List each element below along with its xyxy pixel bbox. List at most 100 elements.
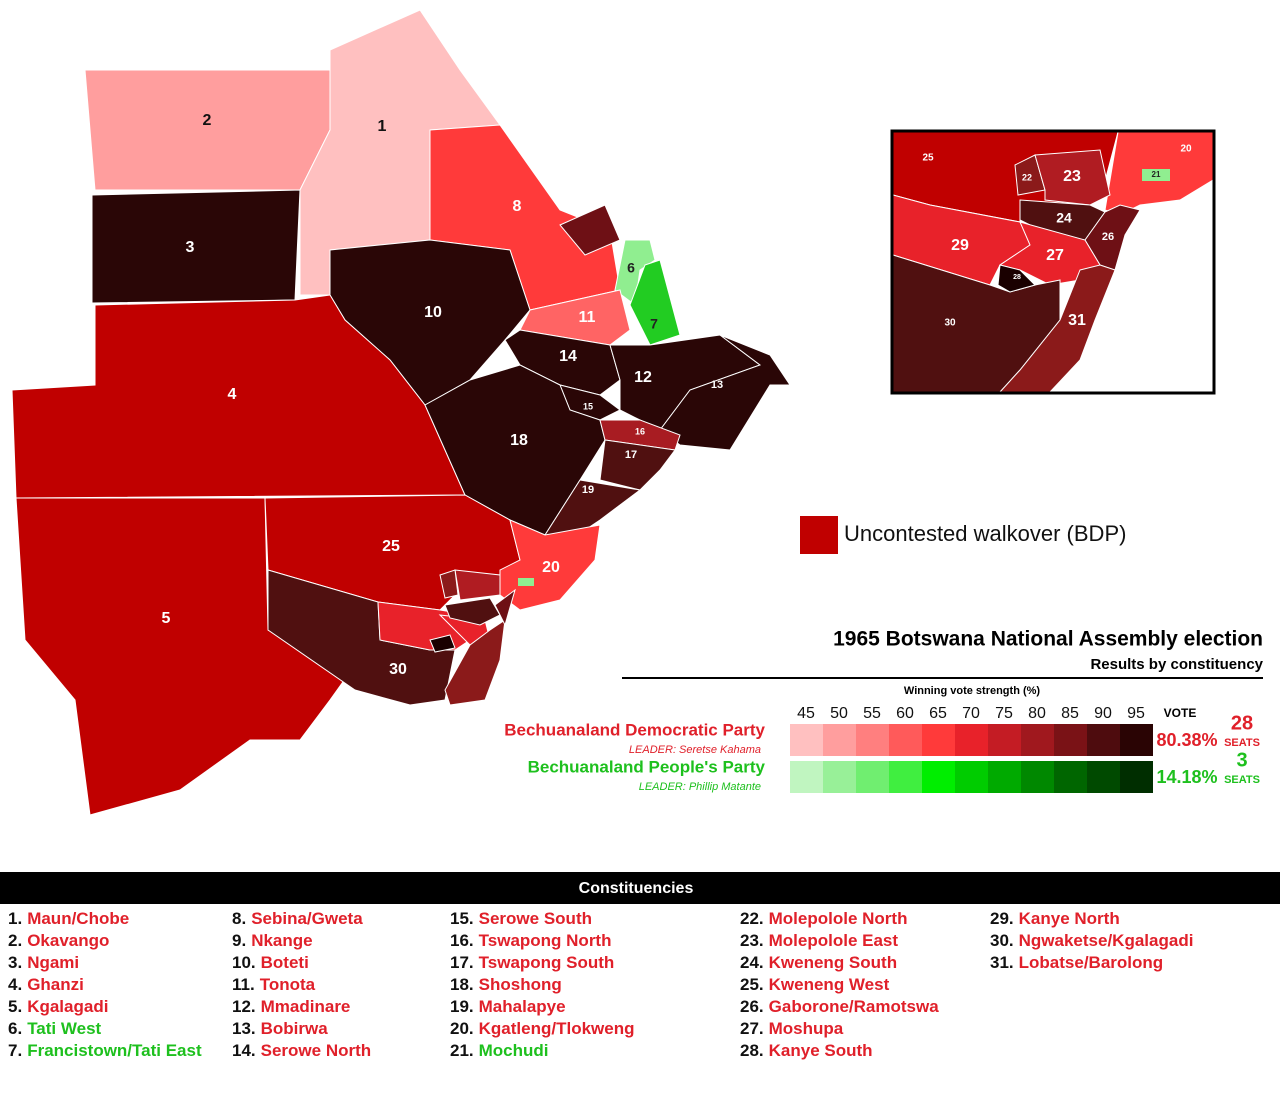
region-label: 24 [1056, 210, 1072, 226]
constituency-entry: 22. Molepolole North [740, 909, 907, 928]
title: 1965 Botswana National Assembly election [833, 628, 1263, 651]
constituency-name: Tonota [260, 975, 316, 994]
inset-frame [890, 129, 1216, 395]
scale-swatch [1054, 724, 1087, 756]
constituency-name: Serowe South [479, 909, 592, 928]
constituency-list: 1. Maun/Chobe 2. Okavango 3. Ngami 4. Ghanzi 5. K… [8, 909, 1193, 1060]
constituency-name: Kweneng West [769, 975, 890, 994]
region-label: 14 [559, 348, 577, 365]
constituency-name: Ngami [27, 953, 79, 972]
party-leader: LEADER: Seretse Kahama [629, 744, 761, 756]
constituency-name: Ghanzi [27, 975, 84, 994]
constituency-number: 23. [740, 931, 764, 950]
region [519, 289, 631, 346]
constituency-number: 25. [740, 975, 764, 994]
region-label: 10 [424, 304, 442, 321]
region [518, 578, 534, 586]
constituency-name: Serowe North [261, 1041, 372, 1060]
constituency-name: Kgalagadi [27, 997, 108, 1016]
constituency-number: 29. [990, 909, 1014, 928]
scale-label: Winning vote strength (%) [904, 685, 1041, 697]
scale-swatch [1120, 761, 1153, 793]
constituency-name: Sebina/Gweta [251, 909, 363, 928]
constituency-number: 5. [8, 997, 22, 1016]
constituency-entry: 3. Ngami [8, 953, 79, 972]
region-label: 2 [203, 112, 212, 129]
scale-swatch [823, 761, 856, 793]
scale-tick: 50 [830, 705, 848, 722]
region-label: 21 [1152, 170, 1161, 179]
region-label: 29 [951, 237, 969, 254]
constituency-entry: 24. Kweneng South [740, 953, 897, 972]
constituency-name: Nkange [251, 931, 312, 950]
region [439, 569, 459, 599]
constituency-number: 7. [8, 1041, 22, 1060]
constituency-entry: 29. Kanye North [990, 909, 1120, 928]
constituency-number: 21. [450, 1041, 474, 1060]
region-label: 18 [510, 432, 528, 449]
walkover-swatch [800, 516, 838, 554]
constituency-name: Kweneng South [769, 953, 897, 972]
constituency-name: Kanye South [769, 1041, 873, 1060]
region-label: 12 [634, 369, 652, 386]
constituency-entry: 14. Serowe North [232, 1041, 371, 1060]
region-label: 4 [228, 386, 237, 403]
constituency-number: 22. [740, 909, 764, 928]
seats-label: SEATS [1224, 737, 1260, 749]
constituency-entry: 1. Maun/Chobe [8, 909, 129, 928]
region-label: 25 [922, 153, 934, 164]
region-label: 11 [579, 309, 596, 326]
scale-tick: 70 [962, 705, 980, 722]
region [429, 634, 456, 653]
region-label: 30 [389, 661, 407, 678]
scale-swatch [1054, 761, 1087, 793]
region [499, 519, 601, 611]
region-label: 16 [635, 426, 645, 436]
constituency-name: Francistown/Tati East [27, 1041, 202, 1060]
constituency-number: 6. [8, 1019, 22, 1038]
scale-tick: 95 [1127, 705, 1145, 722]
region-label: 27 [1046, 247, 1064, 264]
scale-swatch [1087, 724, 1120, 756]
constituency-number: 12. [232, 997, 256, 1016]
constituency-number: 31. [990, 953, 1014, 972]
constituency-entry: 17. Tswapong South [450, 953, 614, 972]
region [559, 204, 621, 256]
inset-map: 25 20 21 22 23 24 26 29 27 28 30 31 [892, 131, 1214, 393]
list-header-bar [0, 872, 1280, 904]
constituency-number: 10. [232, 953, 256, 972]
constituency-entry: 12. Mmadinare [232, 997, 350, 1016]
region [444, 618, 506, 706]
constituency-number: 2. [8, 931, 22, 950]
seats-label: SEATS [1224, 774, 1260, 786]
region [599, 439, 676, 491]
party-seats: 28 [1231, 712, 1253, 734]
scale-swatch [1021, 724, 1054, 756]
constituency-number: 30. [990, 931, 1014, 950]
constituency-number: 16. [450, 931, 474, 950]
constituency-number: 24. [740, 953, 764, 972]
scale-swatch [1120, 724, 1153, 756]
scale-tick: 90 [1094, 705, 1112, 722]
region-label: 5 [162, 610, 171, 627]
scale-swatch [856, 761, 889, 793]
constituency-entry: 23. Molepolole East [740, 931, 898, 950]
constituency-name: Bobirwa [261, 1019, 329, 1038]
constituency-entry: 30. Ngwaketse/Kgalagadi [990, 931, 1193, 950]
scale-swatch [856, 724, 889, 756]
constituency-entry: 8. Sebina/Gweta [232, 909, 363, 928]
region-label: 13 [711, 379, 723, 391]
constituency-entry: 13. Bobirwa [232, 1019, 328, 1038]
subtitle: Results by constituency [1090, 656, 1263, 673]
region [84, 69, 331, 191]
constituency-name: Moshupa [769, 1019, 844, 1038]
constituency-entry: 26. Gaborone/Ramotswa [740, 997, 939, 1016]
scale-swatch [889, 724, 922, 756]
list-title: Constituencies [579, 880, 694, 897]
constituency-number: 19. [450, 997, 474, 1016]
region-label: 28 [1013, 274, 1021, 281]
constituency-entry: 16. Tswapong North [450, 931, 611, 950]
scale-swatch [790, 724, 823, 756]
party-vote: 14.18% [1156, 767, 1217, 787]
constituency-name: Molepolole East [769, 931, 899, 950]
